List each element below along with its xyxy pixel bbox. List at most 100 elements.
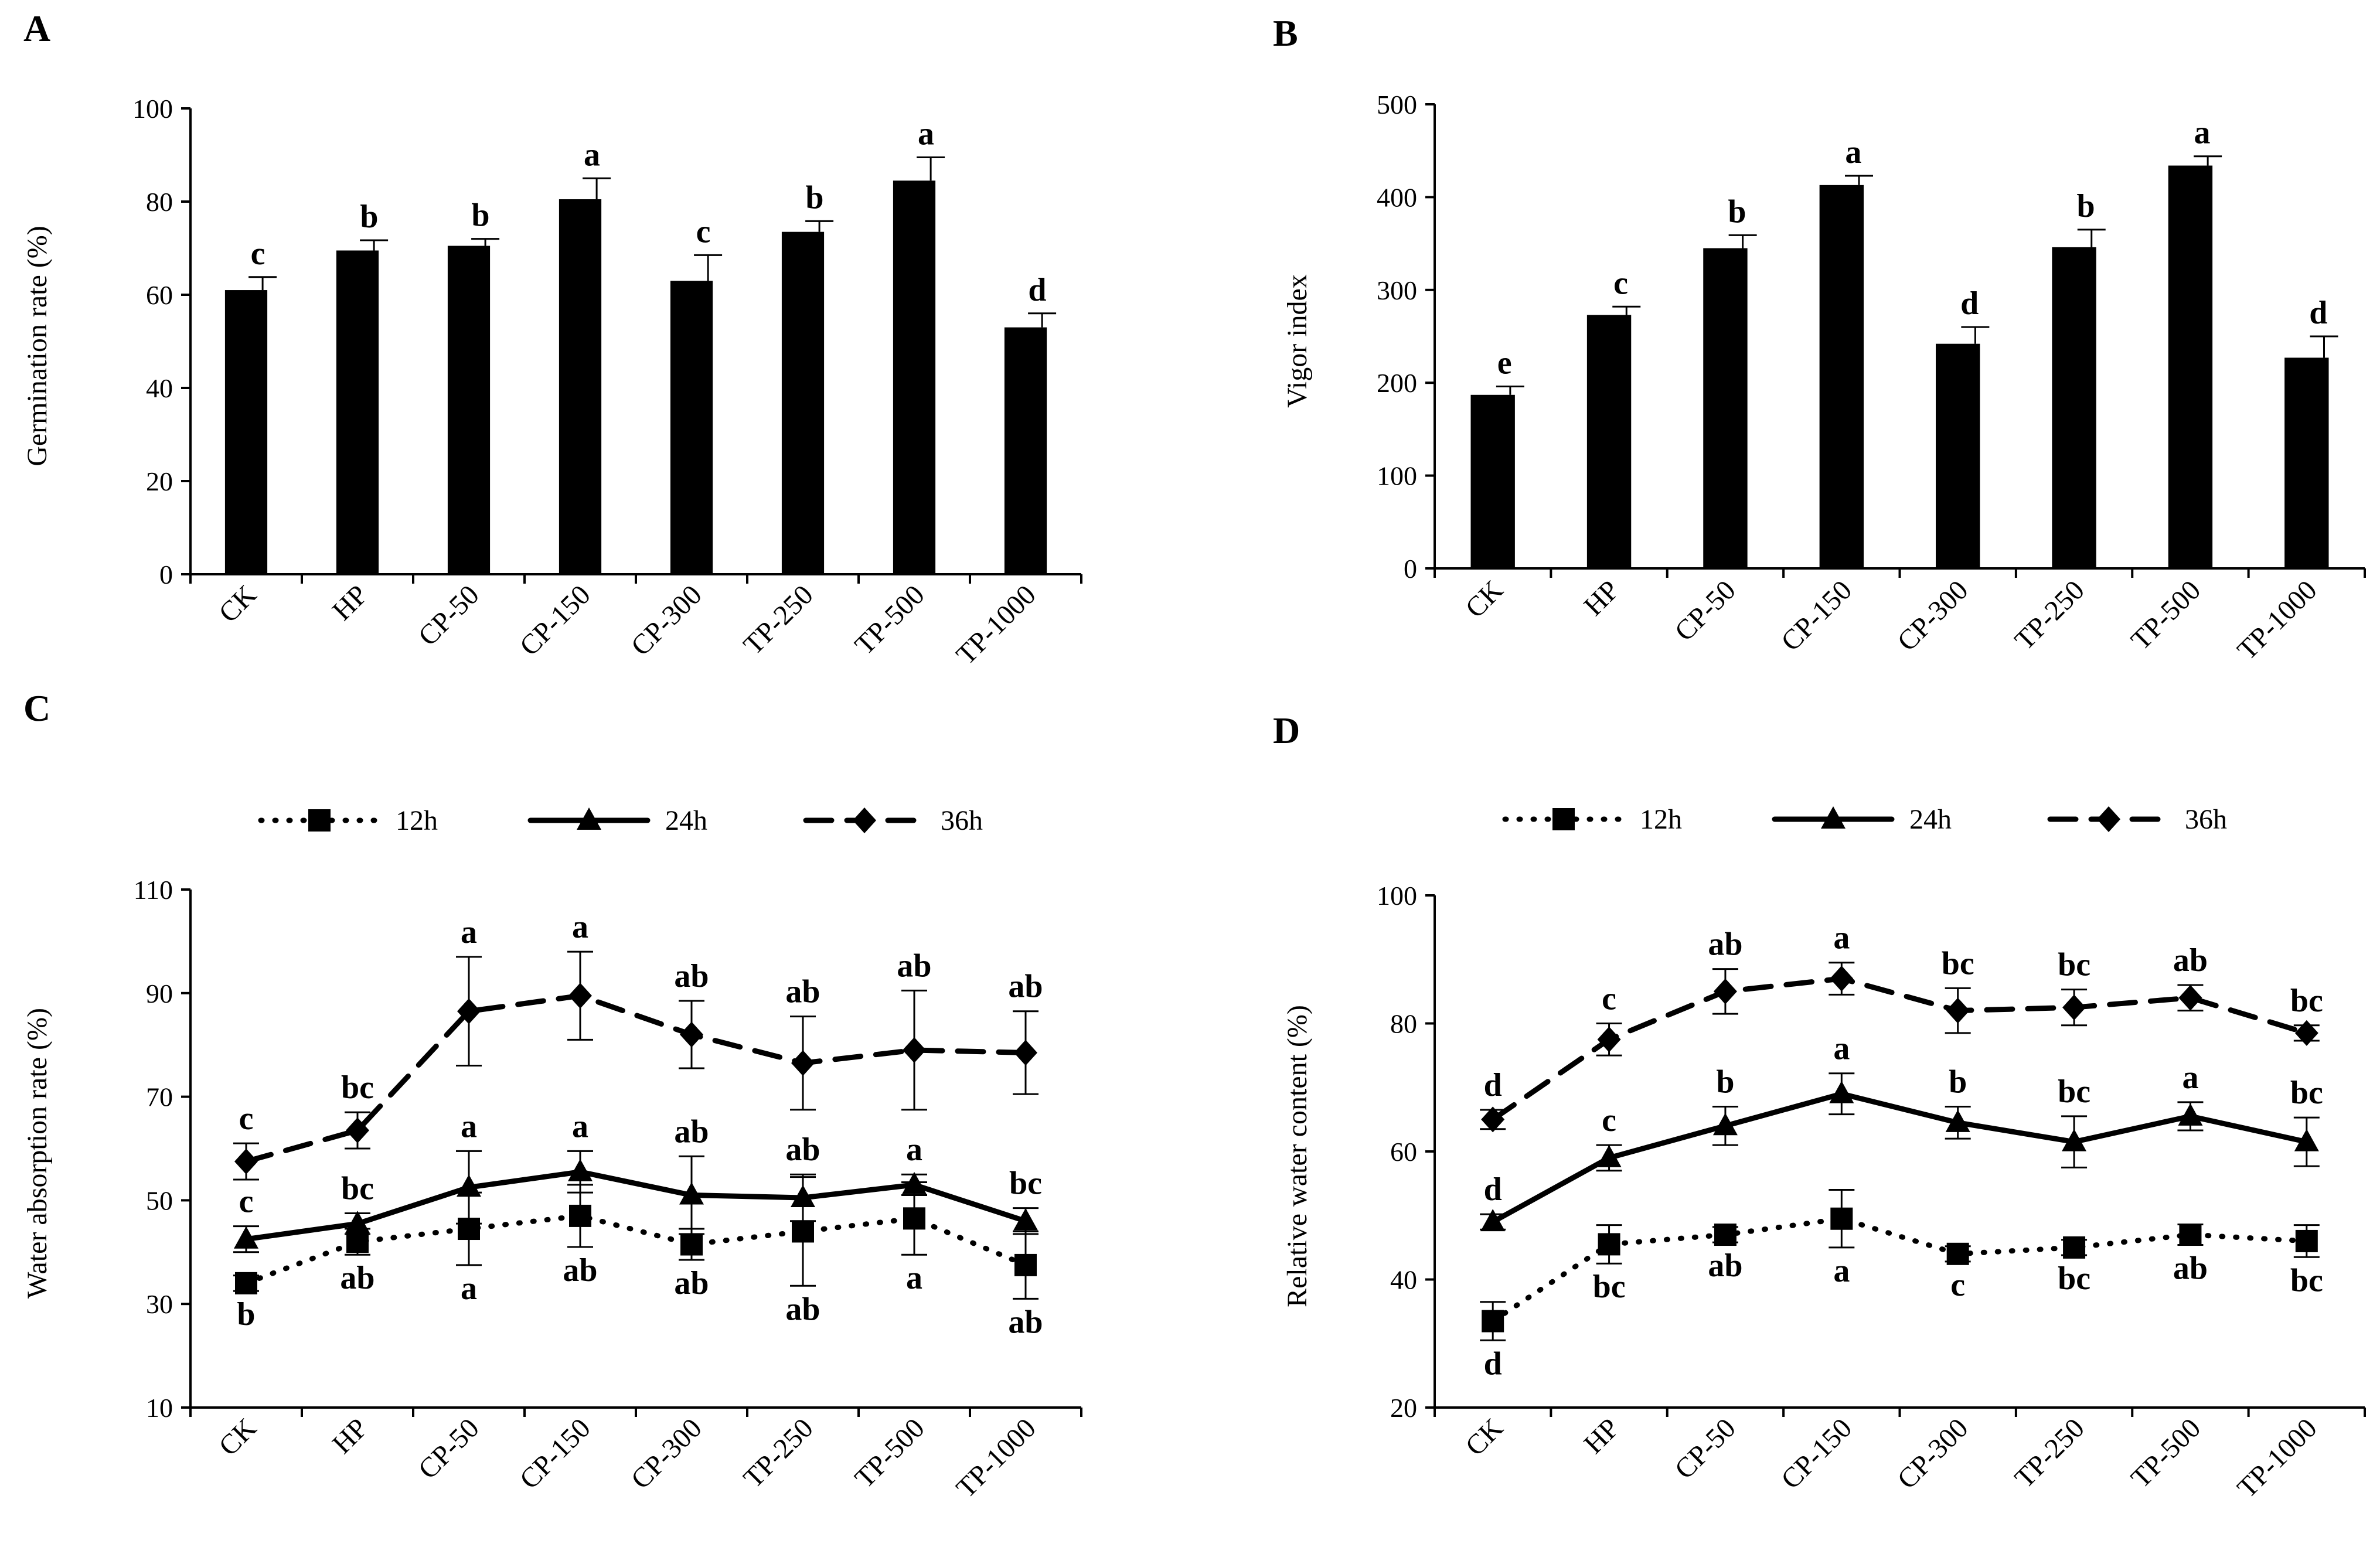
x-category-label: HP [1578, 1412, 1625, 1460]
data-point-36h [2294, 1020, 2318, 1046]
significance-label: ab [897, 948, 931, 984]
significance-label: ab [785, 1132, 820, 1168]
significance-label: ab [674, 1113, 709, 1150]
x-category-label: TP-1000 [2231, 1412, 2323, 1504]
significance-label: a [1845, 134, 1861, 171]
significance-label: a [461, 1108, 477, 1144]
significance-label: ab [674, 1265, 709, 1301]
y-tick-label: 60 [1390, 1137, 1417, 1167]
y-tick-label: 300 [1377, 275, 1417, 305]
x-category-label: CP-300 [625, 1412, 708, 1495]
bar [670, 281, 713, 574]
bar [2284, 357, 2329, 568]
data-point-36h [346, 1117, 369, 1144]
legend-marker-24h [1821, 806, 1846, 829]
y-axis-title: Germination rate (%) [22, 226, 53, 466]
data-point-12h [792, 1220, 814, 1243]
significance-label: c [696, 213, 711, 250]
bar [1004, 327, 1047, 574]
panel-letter: A [23, 8, 50, 49]
data-point-24h [902, 1171, 927, 1194]
significance-label: bc [2058, 1260, 2090, 1297]
bar [2052, 247, 2096, 568]
y-tick-label: 0 [159, 560, 173, 590]
significance-label: ab [1708, 1248, 1742, 1284]
data-point-24h [1480, 1209, 1506, 1232]
data-point-24h [2178, 1103, 2203, 1126]
bar [559, 199, 602, 574]
x-category-label: TP-500 [2125, 1412, 2207, 1494]
data-point-24h [1596, 1144, 1622, 1167]
x-category-label: CK [213, 579, 263, 629]
data-point-12h [680, 1233, 703, 1256]
legend-label: 12h [1640, 804, 1682, 835]
bar [1935, 343, 1980, 568]
significance-label: d [1960, 285, 1979, 322]
data-point-12h [903, 1207, 925, 1230]
series-line-12h [243, 1213, 1029, 1286]
bar [1819, 185, 1864, 569]
data-point-36h [1830, 966, 1854, 992]
y-axis-title: Vigor index [1282, 274, 1313, 408]
x-category-label: CP-150 [514, 579, 597, 662]
x-category-label: CP-150 [1775, 1412, 1858, 1495]
x-category-label: HP [326, 1412, 374, 1460]
data-point-12h [1946, 1242, 1969, 1265]
significance-label: e [1497, 345, 1512, 381]
significance-label: d [1484, 1171, 1502, 1208]
significance-label: bc [341, 1171, 374, 1207]
bar [781, 231, 825, 574]
bar [2168, 165, 2213, 568]
significance-label: b [1716, 1064, 1734, 1100]
significance-label: a [1833, 920, 1850, 956]
significance-label: ab [1708, 926, 1742, 963]
series-line-24h [1490, 1091, 2310, 1225]
data-point-12h [1482, 1310, 1504, 1333]
panel-letter: D [1273, 710, 1300, 751]
x-category-label: TP-250 [2009, 1412, 2090, 1494]
panel-D: D 20 40 60 80 100 CK HP CP-50 CP-150 CP-300 TP-250 T… [1273, 710, 2366, 1504]
data-point-12h [2179, 1224, 2202, 1246]
significance-label: bc [341, 1069, 374, 1106]
data-point-12h [235, 1272, 257, 1294]
significance-label: a [572, 1108, 588, 1144]
legend-label: 36h [2185, 804, 2227, 835]
significance-label: b [237, 1296, 255, 1333]
data-point-36h [234, 1149, 258, 1175]
x-category-label: TP-250 [2009, 574, 2090, 656]
y-tick-label: 50 [146, 1185, 173, 1215]
significance-label: bc [2290, 1262, 2323, 1299]
data-point-36h [1014, 1040, 1037, 1066]
data-point-24h [1945, 1109, 1970, 1132]
data-point-36h [2178, 984, 2202, 1011]
panel-letter: C [23, 687, 50, 729]
significance-label: a [906, 1132, 922, 1168]
data-point-24h [2294, 1129, 2319, 1151]
y-tick-label: 400 [1377, 182, 1417, 212]
y-tick-label: 20 [1390, 1393, 1417, 1423]
x-category-label: TP-1000 [951, 1412, 1042, 1504]
significance-label: a [461, 914, 477, 950]
significance-label: c [1602, 981, 1616, 1017]
x-category-label: CP-50 [1669, 574, 1741, 647]
data-point-24h [234, 1226, 258, 1249]
significance-label: ab [785, 974, 820, 1010]
data-point-36h [1946, 997, 1970, 1024]
y-axis-title: Water absorption rate (%) [22, 1008, 53, 1299]
data-point-24h [1712, 1113, 1738, 1136]
x-category-label: CP-50 [413, 1412, 485, 1485]
data-point-36h [680, 1021, 703, 1048]
significance-label: a [918, 115, 934, 152]
significance-label: bc [2058, 1074, 2090, 1110]
data-point-24h [679, 1182, 704, 1205]
significance-label: ab [2173, 1250, 2208, 1287]
data-point-36h [568, 983, 592, 1009]
y-tick-label: 110 [134, 875, 173, 905]
data-point-36h [2062, 994, 2086, 1021]
significance-label: b [2076, 188, 2095, 224]
significance-label: bc [1593, 1269, 1626, 1305]
data-point-24h [568, 1158, 593, 1181]
data-point-36h [903, 1037, 926, 1064]
data-point-36h [1597, 1026, 1621, 1052]
